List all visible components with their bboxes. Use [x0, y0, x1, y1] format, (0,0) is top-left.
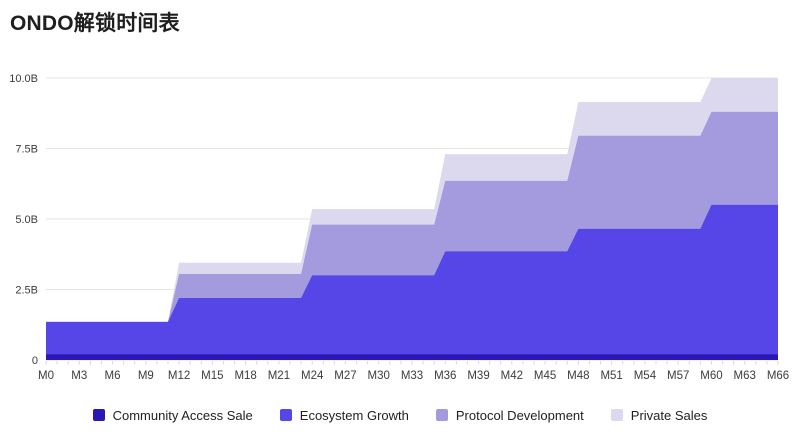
x-axis-tick-label: M27 [334, 370, 356, 382]
y-axis-tick-label: 2.5B [15, 285, 38, 297]
y-axis-tick-label: 7.5B [15, 144, 38, 156]
y-axis-tick-label: 0 [32, 355, 38, 367]
legend-label: Protocol Development [455, 407, 584, 423]
x-axis-tick-label: M6 [105, 370, 121, 382]
y-axis-tick-label: 10.0B [9, 73, 38, 85]
legend-item-ecosystem-growth[interactable]: Ecosystem Growth [279, 407, 409, 423]
x-axis-tick-label: M0 [38, 370, 54, 382]
area-ecosystem-growth [46, 204, 778, 360]
area-community-access-sale [46, 354, 778, 360]
stacked-areas [46, 78, 778, 360]
x-axis-tick-label: M63 [734, 370, 756, 382]
y-axis-tick-label: 5.0B [15, 214, 38, 226]
x-axis-tick-label: M66 [767, 370, 789, 382]
legend-label: Private Sales [630, 407, 708, 423]
legend-swatch-icon [435, 409, 448, 421]
legend-swatch-icon [610, 409, 623, 421]
legend-label: Ecosystem Growth [299, 407, 409, 423]
x-axis-tick-label: M9 [138, 370, 154, 382]
x-axis-tick-label: M21 [268, 370, 290, 382]
x-axis-tick-label: M3 [71, 370, 87, 382]
x-axis: M0 M3 M6 M9 M12 M15 M18 M21 M24 M27 M30 M33 M36 M39 M4… [38, 361, 789, 382]
x-axis-tick-label: M30 [368, 370, 390, 382]
chart-legend: Community Access Sale Ecosystem Growth Pro… [0, 404, 800, 426]
x-axis-tick-label: M18 [234, 370, 256, 382]
x-axis-tick-label: M54 [634, 370, 657, 382]
legend-label: Community Access Sale [112, 407, 253, 423]
x-axis-tick-label: M24 [301, 370, 324, 382]
legend-swatch-icon [279, 409, 292, 421]
x-axis-tick-label: M57 [667, 370, 689, 382]
x-axis-tick-label: M45 [534, 370, 556, 382]
x-axis-tick-label: M51 [600, 370, 622, 382]
x-axis-tick-label: M15 [201, 370, 223, 382]
x-axis-tick-label: M12 [168, 370, 190, 382]
legend-swatch-icon [92, 409, 105, 421]
x-axis-tick-label: M60 [700, 370, 722, 382]
legend-item-private-sales[interactable]: Private Sales [610, 407, 708, 423]
x-axis-tick-label: M36 [434, 370, 456, 382]
x-axis-tick-label: M33 [401, 370, 423, 382]
x-axis-tick-label: M48 [567, 370, 589, 382]
x-axis-tick-label: M42 [501, 370, 523, 382]
page-title: ONDO解锁时间表 [10, 12, 180, 35]
legend-item-protocol-development[interactable]: Protocol Development [435, 407, 584, 423]
legend-item-community-access-sale[interactable]: Community Access Sale [92, 407, 253, 423]
x-axis-tick-label: M39 [467, 370, 489, 382]
